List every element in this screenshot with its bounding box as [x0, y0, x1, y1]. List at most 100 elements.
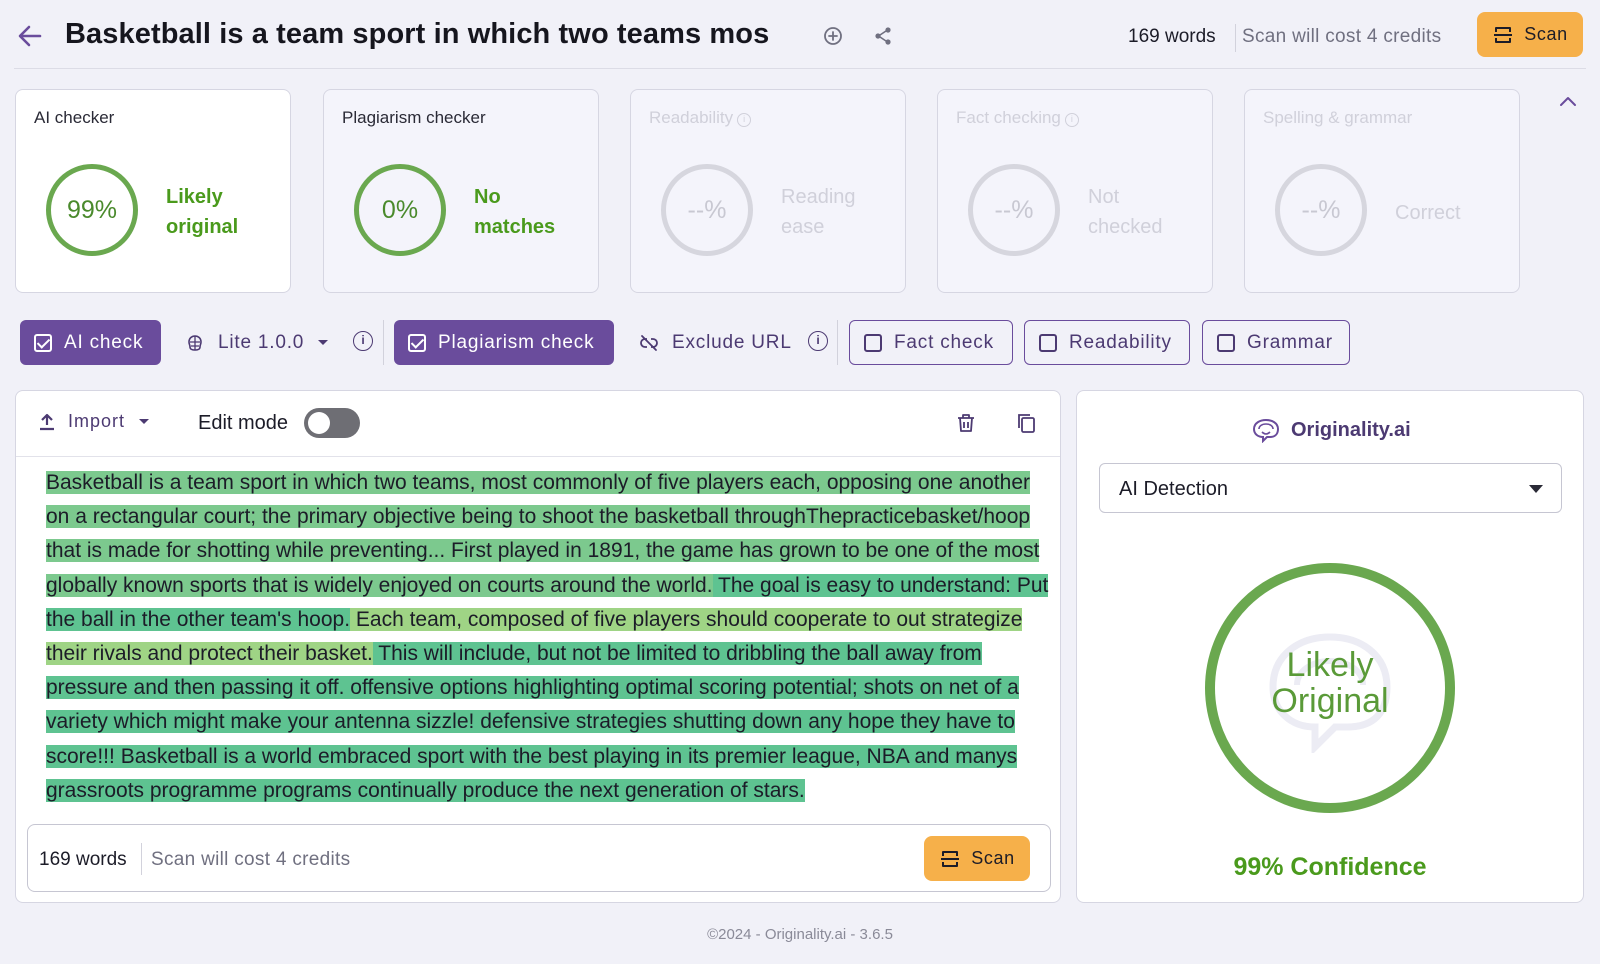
card-title: Plagiarism checker — [342, 108, 486, 127]
edit-mode-switch[interactable] — [304, 408, 360, 438]
divider — [141, 843, 142, 875]
scan-cost-text: Scan will cost 4 credits — [1242, 26, 1442, 47]
score-label: No matches — [474, 182, 584, 242]
toolbar-divider — [837, 320, 838, 365]
ai-check-label: AI check — [64, 331, 144, 353]
caret-down-icon — [139, 418, 150, 424]
scan-button[interactable]: Scan — [1477, 12, 1583, 57]
score-ring: --% — [1275, 164, 1367, 256]
detection-mode-select[interactable]: AI Detection — [1099, 463, 1562, 513]
import-label: Import — [68, 411, 126, 431]
import-button[interactable]: Import — [38, 411, 151, 432]
scan-icon — [1494, 26, 1513, 43]
scan-button[interactable]: Scan — [924, 836, 1030, 881]
brand-name: Originality.ai — [1291, 418, 1411, 441]
ai-check-toggle[interactable]: AI check — [20, 320, 161, 365]
footer-copyright: ©2024 - Originality.ai - 3.6.5 — [707, 926, 893, 943]
score-value: --% — [1301, 195, 1341, 224]
verdict-text: Likely Original — [1215, 647, 1445, 719]
readability-card[interactable]: Readability i --% Reading ease — [630, 89, 906, 293]
score-label-line: Correct — [1395, 202, 1461, 224]
add-circle-icon[interactable] — [822, 25, 844, 47]
info-icon[interactable]: i — [808, 331, 828, 351]
readability-label: Readability — [1069, 331, 1172, 353]
ai-checker-card[interactable]: AI checker 99% Likely original — [15, 89, 291, 293]
score-label: Reading ease — [781, 182, 891, 242]
scan-button-label: Scan — [971, 848, 1015, 868]
checkbox-checked-icon — [34, 333, 52, 352]
plagiarism-check-label: Plagiarism check — [438, 331, 595, 353]
highlighted-segment: This will include, but not be limited to… — [46, 642, 1019, 802]
score-label: Not checked — [1088, 182, 1198, 242]
score-label-line: checked — [1088, 216, 1163, 238]
exclude-url-label: Exclude URL — [672, 331, 792, 353]
scan-icon — [941, 850, 960, 867]
score-value: --% — [687, 195, 727, 224]
score-label-line: Likely — [166, 186, 223, 208]
share-icon[interactable] — [872, 25, 894, 47]
model-label: Lite 1.0.0 — [218, 331, 305, 353]
brain-logo-icon — [1252, 418, 1280, 443]
score-label-line: original — [166, 216, 239, 238]
word-count: 169 words — [1128, 26, 1216, 47]
document-text[interactable]: Basketball is a team sport in which two … — [46, 457, 1056, 832]
card-title: Readability i — [649, 108, 752, 128]
fact-check-label: Fact check — [894, 331, 994, 353]
word-count: 169 words — [39, 849, 127, 870]
plagiarism-check-toggle[interactable]: Plagiarism check — [394, 320, 614, 365]
score-ring: 0% — [354, 164, 446, 256]
score-ring: --% — [661, 164, 753, 256]
checkbox-icon — [864, 333, 882, 352]
info-icon[interactable]: i — [1064, 113, 1079, 127]
info-icon[interactable]: i — [737, 113, 752, 127]
readability-toggle[interactable]: Readability — [1024, 320, 1190, 365]
score-value: --% — [994, 195, 1034, 224]
editor-toolbar: Import Edit mode — [16, 391, 1060, 457]
upload-icon — [40, 413, 54, 430]
checkbox-checked-icon — [408, 333, 426, 352]
grammar-label: Grammar — [1247, 331, 1333, 353]
document-title[interactable]: Basketball is a team sport in which two … — [65, 18, 770, 50]
editor-panel: Import Edit mode Basketball is a team sp… — [15, 390, 1061, 903]
brain-watermark-icon — [1269, 633, 1391, 753]
toolbar-divider — [383, 320, 384, 365]
score-value: 0% — [381, 195, 419, 224]
brand-logo: Originality.ai — [1249, 417, 1411, 443]
score-label-line: Not — [1088, 186, 1120, 208]
model-select[interactable]: Lite 1.0.0 — [180, 320, 334, 365]
copy-icon[interactable] — [1014, 411, 1038, 435]
exclude-url-button[interactable]: Exclude URL — [634, 320, 796, 365]
plagiarism-checker-card[interactable]: Plagiarism checker 0% No matches — [323, 89, 599, 293]
grammar-toggle[interactable]: Grammar — [1202, 320, 1350, 365]
card-title: Spelling & grammar — [1263, 108, 1413, 127]
trash-icon[interactable] — [954, 411, 978, 435]
score-ring: --% — [968, 164, 1060, 256]
card-title: Fact checking i — [956, 108, 1079, 128]
score-label: Correct — [1395, 198, 1505, 228]
card-title-text: Readability — [649, 108, 734, 127]
fact-checking-card[interactable]: Fact checking i --% Not checked — [937, 89, 1213, 293]
verdict-ring: Likely Original — [1205, 563, 1455, 813]
checkbox-icon — [1217, 333, 1235, 352]
header-divider — [14, 68, 1586, 69]
score-label-line: ease — [781, 216, 825, 238]
card-title: AI checker — [34, 108, 115, 127]
chevron-up-icon[interactable] — [1555, 92, 1581, 112]
scan-button-label: Scan — [1524, 24, 1568, 44]
top-bar: Basketball is a team sport in which two … — [0, 0, 1600, 70]
confidence-score: 99% Confidence — [1233, 853, 1427, 881]
verdict-line: Original — [1271, 682, 1389, 720]
score-label-line: Reading — [781, 186, 856, 208]
info-icon[interactable]: i — [353, 331, 373, 351]
caret-down-icon — [1529, 485, 1543, 493]
divider — [1235, 24, 1236, 52]
link-off-icon — [640, 334, 658, 351]
score-label-line: No — [474, 186, 501, 208]
brain-icon — [188, 334, 202, 351]
detection-mode-value: AI Detection — [1119, 478, 1228, 500]
edit-mode-label: Edit mode — [198, 412, 289, 434]
checkbox-icon — [1039, 333, 1057, 352]
fact-check-toggle[interactable]: Fact check — [849, 320, 1013, 365]
spelling-grammar-card[interactable]: Spelling & grammar --% Correct — [1244, 89, 1520, 293]
back-arrow-icon[interactable] — [16, 22, 44, 50]
